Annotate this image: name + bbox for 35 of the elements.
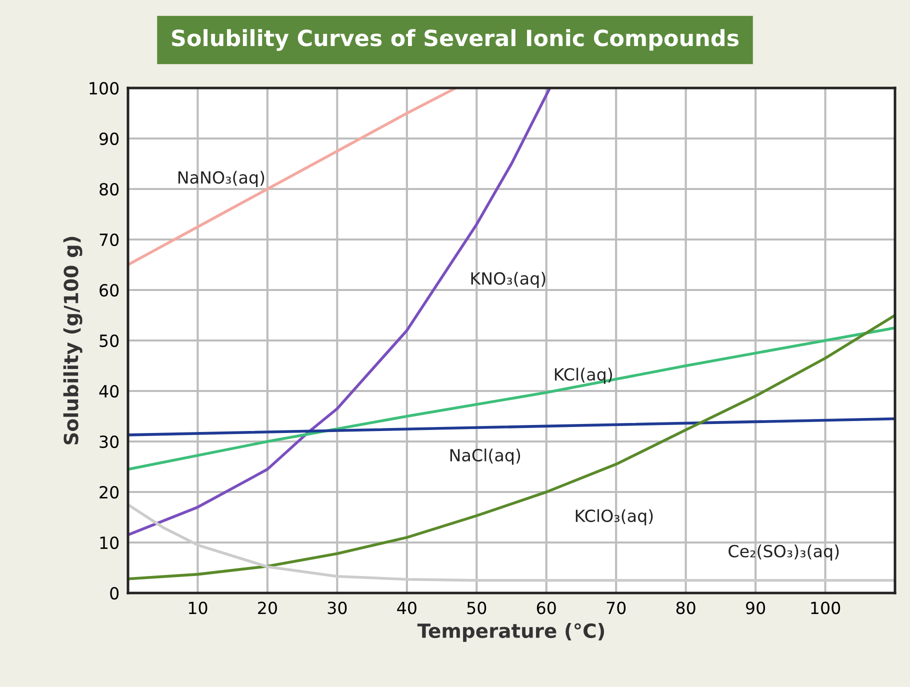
y-tick-label: 90 xyxy=(100,132,119,146)
x-tick-label: 30 xyxy=(328,602,347,614)
x-axis-title: Temperature (°C) xyxy=(417,623,604,642)
series-label: NaNO₃(aq) xyxy=(178,170,264,187)
line-series xyxy=(128,314,895,580)
y-tick-label: 100 xyxy=(90,82,119,95)
x-tick-label: 50 xyxy=(467,602,486,614)
y-tick-label: 50 xyxy=(100,334,119,348)
y-tick-label: 40 xyxy=(99,384,119,398)
y-tick-label: 80 xyxy=(100,182,119,196)
line-series xyxy=(128,503,895,582)
x-tick-label: 20 xyxy=(258,602,277,614)
series-label: NaCl(aq) xyxy=(450,448,520,465)
series-label: Ce₂(SO₃)₃(aq) xyxy=(728,544,839,561)
x-tick-label: 90 xyxy=(746,602,766,614)
x-tick-label: 100 xyxy=(811,602,840,614)
y-axis-title: Solubility (g/100 g) xyxy=(63,236,82,444)
y-tick-label: 20 xyxy=(100,486,119,499)
y-tick-label: 70 xyxy=(100,233,119,246)
series-label: KNO₃(aq) xyxy=(471,272,546,288)
x-tick-label: 80 xyxy=(676,602,696,614)
line-series xyxy=(128,88,552,536)
y-tick-label: 60 xyxy=(100,284,119,297)
y-tick-label: 0 xyxy=(110,586,119,600)
x-tick-label: 60 xyxy=(536,602,556,614)
x-tick-label: 10 xyxy=(188,602,208,614)
chart-title: Solubility Curves of Several Ionic Compounds xyxy=(172,29,738,51)
series-label: KClO₃(aq) xyxy=(576,509,653,526)
line-series xyxy=(128,88,458,266)
line-series xyxy=(128,326,895,471)
y-tick-label: 30 xyxy=(100,435,119,448)
x-tick-label: 40 xyxy=(397,602,416,614)
x-tick-label: 70 xyxy=(606,602,626,614)
y-tick-label: 10 xyxy=(100,536,119,550)
series-label: KCl(aq) xyxy=(554,368,612,384)
